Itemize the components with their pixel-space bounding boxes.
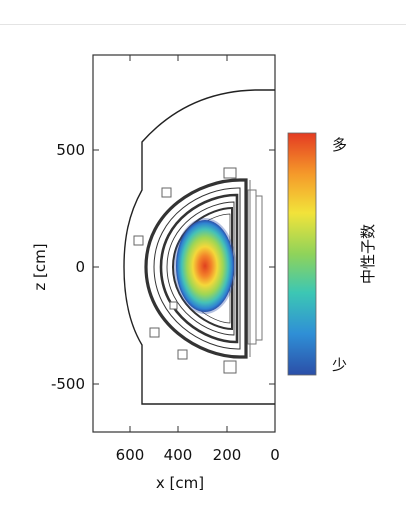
x-tick-labels: 600 400 200 0 bbox=[116, 446, 280, 464]
neutron-emission-cloud bbox=[174, 218, 236, 314]
x-tick-label: 200 bbox=[213, 446, 242, 464]
pf-coils bbox=[133, 167, 237, 374]
z-tick-label: 500 bbox=[56, 141, 85, 159]
z-tick-labels: 500 0 -500 bbox=[51, 141, 85, 393]
top-divider bbox=[0, 24, 406, 25]
z-axis-title: z [cm] bbox=[31, 243, 49, 290]
central-solenoid bbox=[247, 180, 263, 357]
cryostat-boundary bbox=[123, 89, 275, 405]
z-axis-ticks bbox=[93, 149, 275, 385]
vacuum-vessel bbox=[144, 178, 248, 359]
colorbar bbox=[287, 132, 317, 376]
colorbar-title: 中性子数 bbox=[359, 224, 377, 284]
colorbar-low-label: 少 bbox=[332, 356, 347, 374]
x-tick-label: 0 bbox=[270, 446, 280, 464]
colorbar-high-label: 多 bbox=[332, 136, 347, 154]
z-tick-label: 0 bbox=[75, 258, 85, 276]
x-axis-ticks bbox=[129, 55, 276, 432]
z-tick-label: -500 bbox=[51, 375, 85, 393]
x-tick-label: 400 bbox=[164, 446, 193, 464]
x-tick-label: 600 bbox=[116, 446, 145, 464]
x-axis-title: x [cm] bbox=[156, 474, 204, 492]
